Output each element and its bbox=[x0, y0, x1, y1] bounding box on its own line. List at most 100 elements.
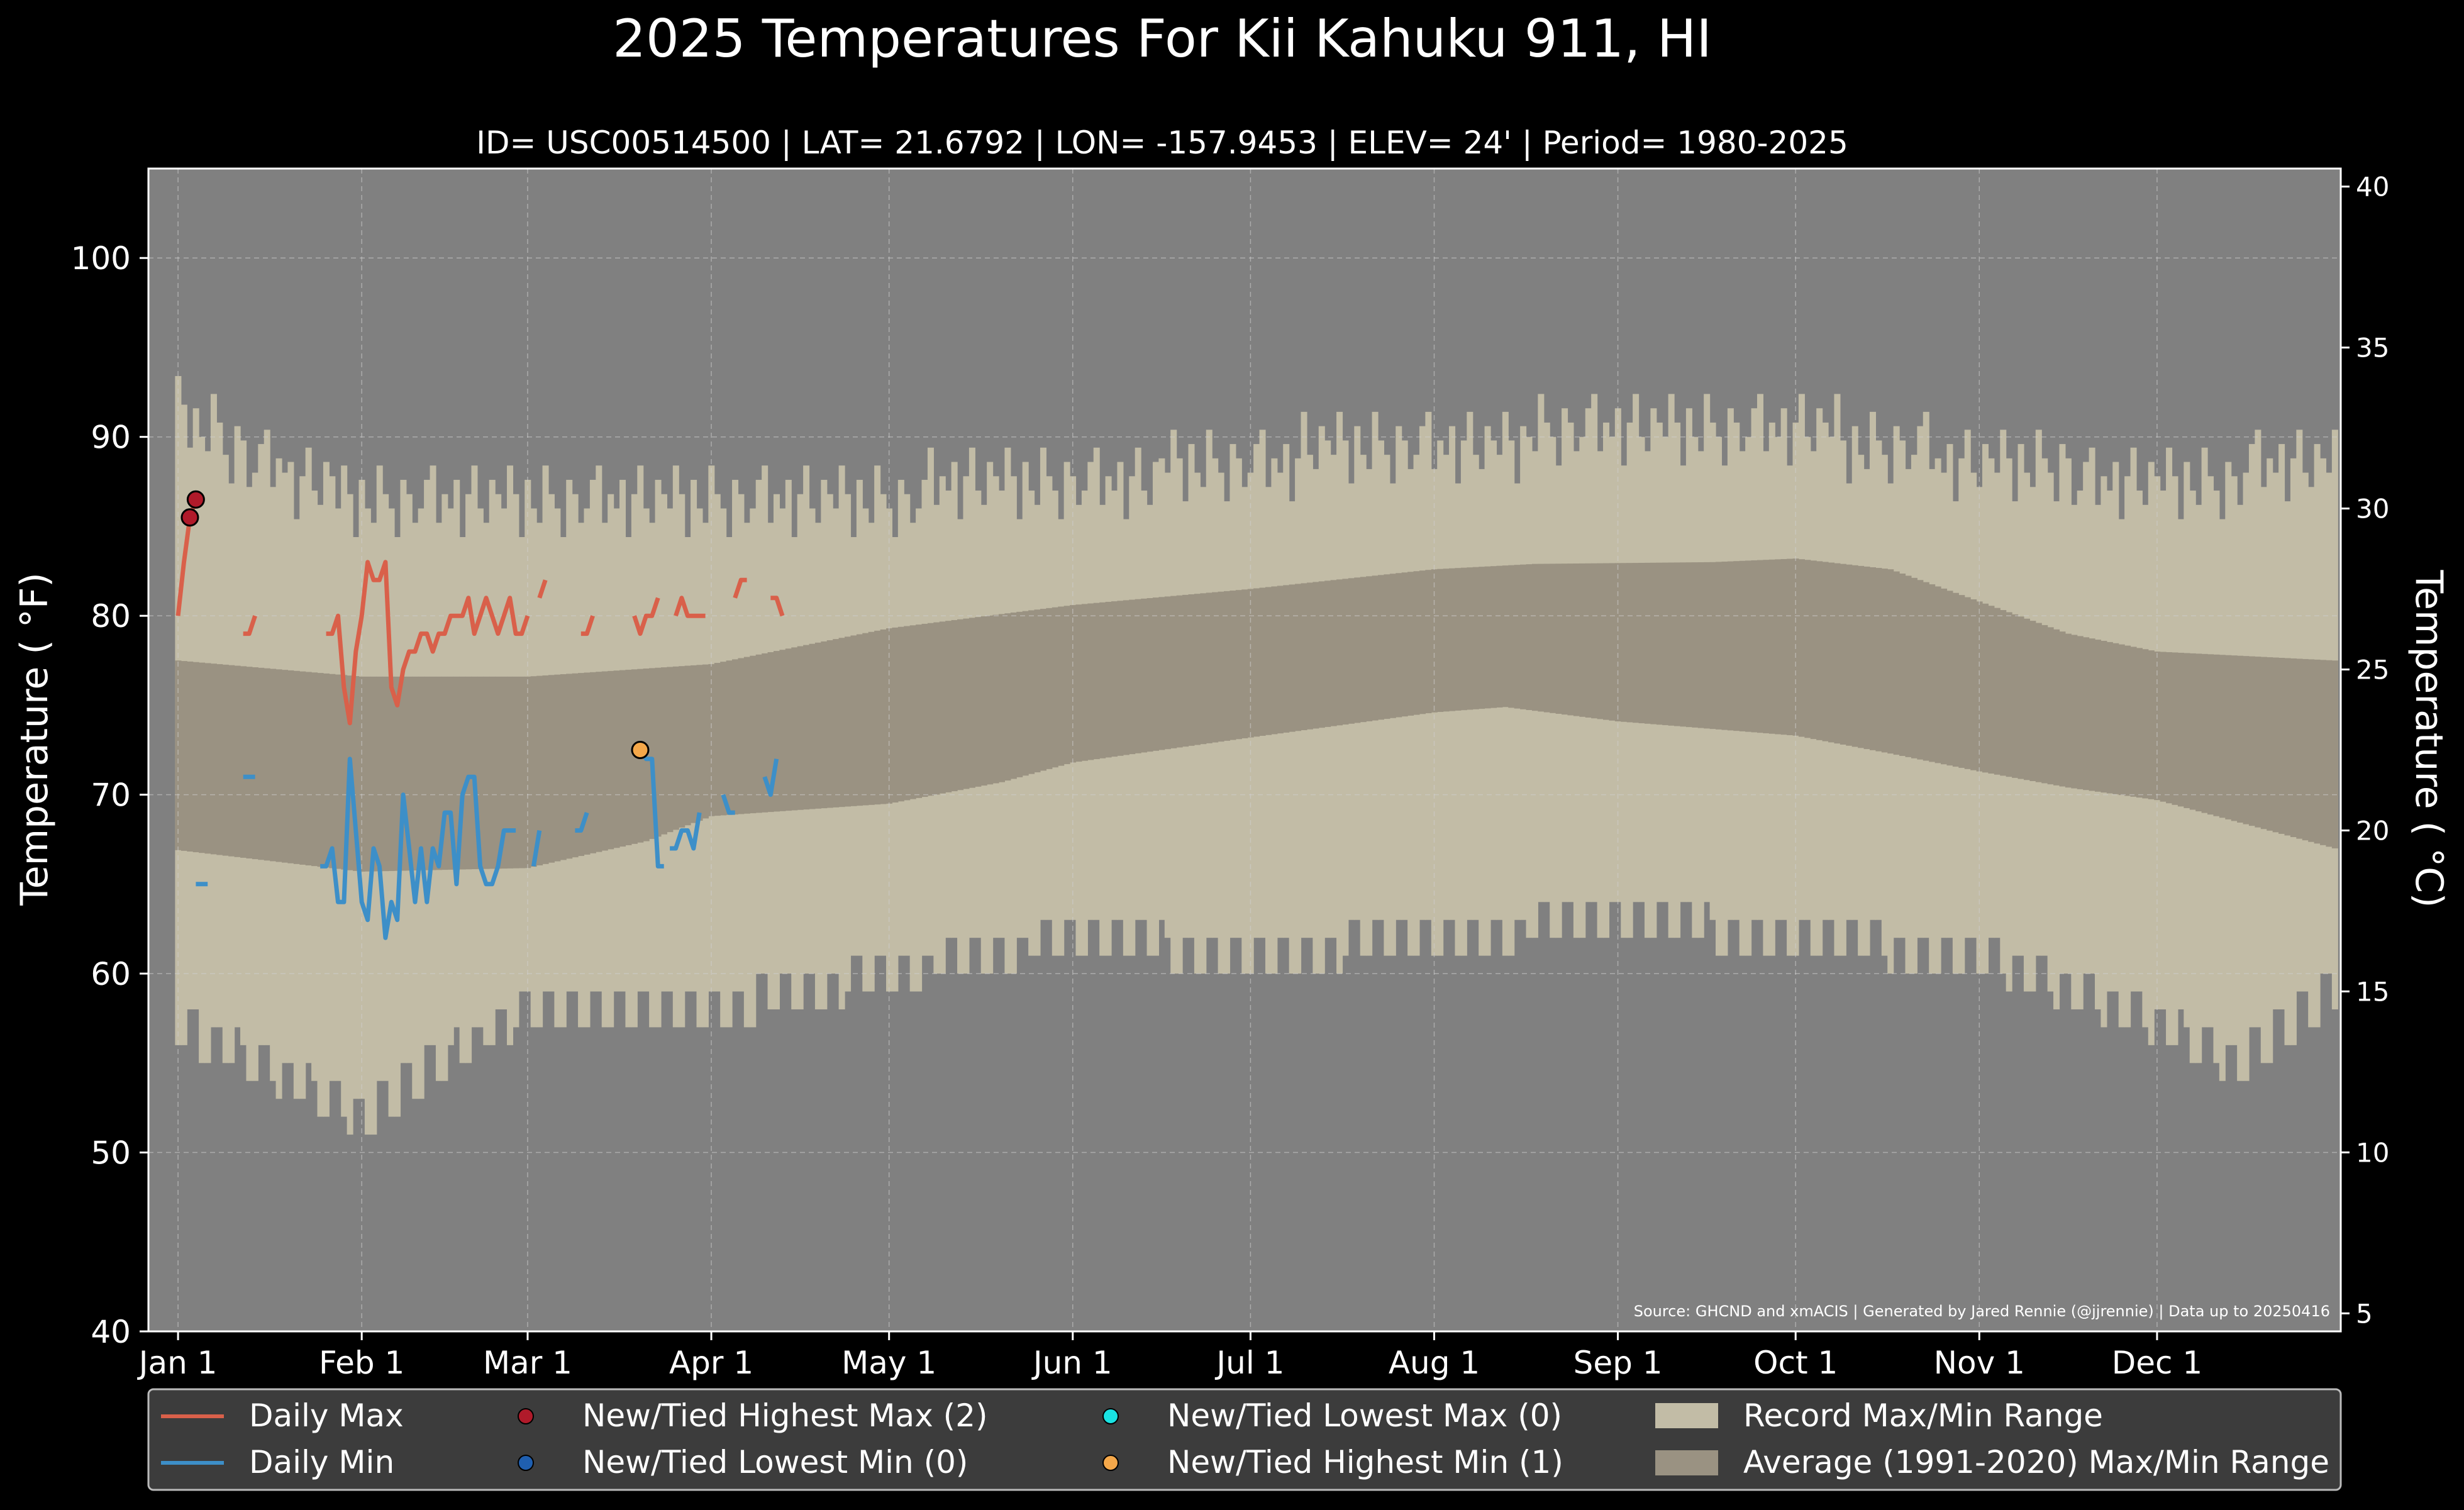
daily-max-line bbox=[175, 499, 198, 616]
normal-range-bar bbox=[323, 673, 330, 868]
normal-range-bar bbox=[762, 653, 769, 813]
normal-range-bar bbox=[1905, 575, 1912, 757]
normal-range-bar bbox=[1111, 601, 1118, 757]
normal-range-bar bbox=[252, 667, 258, 860]
normal-range-bar bbox=[1756, 560, 1763, 733]
normal-range-bar bbox=[672, 666, 679, 830]
normal-range-bar bbox=[1964, 597, 1971, 769]
normal-range-bar bbox=[471, 676, 478, 870]
normal-range-bar bbox=[246, 667, 253, 859]
normal-range-bar bbox=[447, 676, 454, 870]
normal-range-bar bbox=[1259, 587, 1266, 736]
normal-range-bar bbox=[601, 671, 608, 851]
legend-label-new-low-min: New/Tied Lowest Min (0) bbox=[582, 1444, 968, 1480]
y-right-tick-label: 15 bbox=[2356, 976, 2389, 1007]
normal-range-bar bbox=[999, 614, 1006, 782]
normal-range-bar bbox=[317, 673, 324, 867]
normal-range-bar bbox=[489, 676, 496, 869]
normal-range-bar bbox=[1301, 583, 1307, 731]
normal-range-bar bbox=[524, 676, 531, 869]
normal-range-bar bbox=[353, 676, 360, 871]
normal-range-bar bbox=[1224, 591, 1231, 741]
normal-range-bar bbox=[2017, 616, 2024, 779]
normal-range-bar bbox=[939, 621, 946, 794]
normal-range-bar bbox=[370, 676, 377, 872]
plot-frame bbox=[147, 167, 2342, 1333]
normal-range-bar bbox=[1496, 565, 1503, 708]
normal-range-bar bbox=[465, 676, 472, 870]
normal-range-bar bbox=[210, 663, 217, 855]
normal-range-bar bbox=[779, 650, 786, 811]
normal-range-bar bbox=[1644, 562, 1651, 724]
normal-range-bar bbox=[708, 663, 715, 816]
normal-range-bar bbox=[1626, 563, 1633, 723]
normal-range-bar bbox=[2059, 631, 2066, 787]
normal-range-bar bbox=[791, 647, 798, 811]
normal-range-bar bbox=[299, 671, 306, 865]
daily-min-line bbox=[670, 812, 702, 851]
normal-range-bar bbox=[1058, 606, 1065, 766]
normal-range-bar bbox=[1946, 591, 1953, 766]
normal-range-bar bbox=[927, 623, 934, 796]
normal-range-bar bbox=[1768, 559, 1775, 734]
normal-range-bar bbox=[1342, 579, 1349, 725]
normal-range-bar bbox=[1875, 568, 1882, 752]
normal-range-bar bbox=[560, 674, 567, 860]
normal-range-bar bbox=[1869, 567, 1877, 750]
normal-range-bar bbox=[1662, 562, 1669, 726]
normal-range-bar bbox=[833, 639, 840, 808]
normal-range-bar bbox=[1467, 567, 1473, 710]
normal-range-bar bbox=[2166, 652, 2173, 804]
y-tick-label: 70 bbox=[91, 777, 131, 814]
x-tick-label: Aug 1 bbox=[1389, 1345, 1480, 1381]
normal-range-bar bbox=[667, 667, 674, 833]
normal-range-bar bbox=[1579, 563, 1586, 717]
normal-range-bar bbox=[1348, 578, 1355, 724]
normal-range-bar bbox=[1413, 571, 1420, 715]
normal-range-bar bbox=[2260, 657, 2267, 830]
normal-range-bar bbox=[584, 672, 591, 855]
normal-range-bar bbox=[2071, 635, 2078, 789]
normal-range-bar bbox=[1105, 601, 1112, 758]
normal-range-bar bbox=[679, 666, 685, 828]
normal-range-bar bbox=[696, 665, 703, 821]
normal-range-bar bbox=[1958, 595, 1965, 768]
normal-range-bar bbox=[726, 660, 733, 815]
normal-range-bar bbox=[394, 676, 401, 871]
normal-range-bar bbox=[1899, 574, 1906, 756]
normal-range-bar bbox=[2177, 652, 2184, 807]
legend-label-record-band: Record Max/Min Range bbox=[1743, 1397, 2103, 1434]
normal-range-bar bbox=[2326, 660, 2333, 847]
normal-range-bar bbox=[613, 670, 620, 848]
normal-range-bar bbox=[2160, 652, 2167, 802]
normal-range-bar bbox=[435, 676, 442, 870]
normal-range-bar bbox=[1460, 567, 1467, 711]
y-right-tick-label: 25 bbox=[2356, 655, 2389, 686]
daily-max-line bbox=[580, 615, 595, 636]
normal-range-bar bbox=[1709, 562, 1716, 730]
normal-range-bar bbox=[916, 625, 923, 798]
normal-range-bar bbox=[1004, 613, 1011, 781]
normal-range-bar bbox=[1621, 563, 1628, 722]
normal-range-bar bbox=[1863, 566, 1870, 750]
normal-range-bar bbox=[1028, 610, 1035, 774]
normal-range-bar bbox=[1330, 580, 1337, 726]
y-right-tick-label: 35 bbox=[2356, 333, 2389, 364]
normal-range-bar bbox=[2213, 654, 2220, 816]
normal-range-bar bbox=[1419, 570, 1426, 714]
normal-range-bar bbox=[1846, 564, 1853, 746]
normal-range-bar bbox=[1040, 609, 1046, 771]
x-tick-label: Feb 1 bbox=[319, 1345, 404, 1381]
normal-range-bar bbox=[2000, 610, 2007, 776]
normal-range-bar bbox=[909, 625, 916, 799]
normal-range-bar bbox=[1152, 597, 1159, 751]
normal-range-bar bbox=[1472, 567, 1479, 709]
normal-range-bar bbox=[1135, 599, 1141, 753]
normal-range-bar bbox=[980, 616, 987, 786]
normal-range-bar bbox=[732, 659, 739, 815]
normal-range-bar bbox=[2023, 618, 2030, 780]
normal-range-bar bbox=[809, 643, 816, 809]
chart-subtitle: ID= USC00514500 | LAT= 21.6792 | LON= -1… bbox=[476, 125, 1848, 161]
legend-swatch-new-low-max bbox=[1102, 1408, 1119, 1424]
